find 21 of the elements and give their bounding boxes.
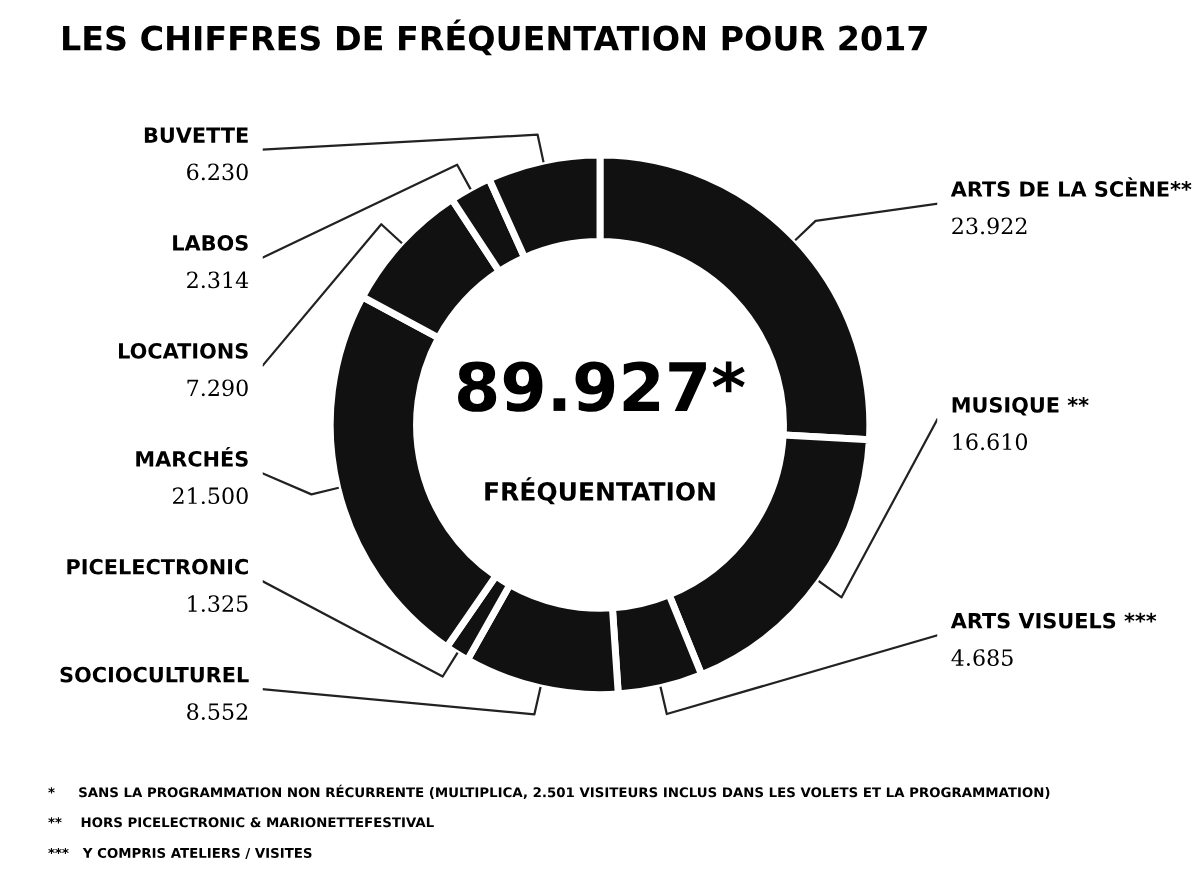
- slice-label: MARCHÉS: [136, 447, 248, 467]
- text: FRÉQUENTATION: [485, 477, 715, 505]
- data-label: 8.552: [187, 703, 248, 720]
- data-label: 4.685: [951, 649, 1013, 666]
- slice-label: PICELECTRONIC: [67, 558, 248, 575]
- slice-label: BUVETTE: [144, 127, 248, 143]
- slice-label: LOCATIONS: [119, 343, 248, 359]
- slice-label: LABOS: [173, 235, 248, 251]
- data-label: 1.325: [188, 595, 248, 613]
- data-label: 23.922: [952, 217, 1027, 235]
- chart-title: LES CHIFFRES DE FRÉQUENTATION POUR 2017: [63, 19, 927, 56]
- slice-label: ARTS DE LA SCÈNE**: [950, 177, 1192, 197]
- slice-label: ARTS VISUELS ***: [950, 612, 1157, 629]
- data-label: 21.500: [173, 487, 248, 505]
- slice-label: SOCIOCULTUREL: [60, 666, 249, 683]
- data-label: 16.610: [953, 433, 1028, 451]
- slice-label: MUSIQUE **: [952, 396, 1089, 416]
- data-label: 2.314: [187, 271, 249, 289]
- data-label: 7.290: [187, 379, 248, 397]
- text: 89.927*: [458, 361, 745, 412]
- data-label: 6.230: [187, 163, 248, 181]
